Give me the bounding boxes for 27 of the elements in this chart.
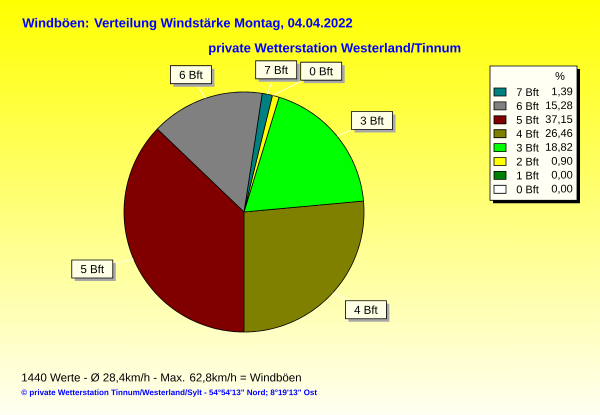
- chart-title: Windböen: Verteilung Windstärke Montag, 04.04.2022: [22, 18, 352, 30]
- legend-label: 6 Bft: [516, 102, 539, 110]
- data-label: 15,28: [546, 101, 572, 110]
- slice-label: 7 Bft: [264, 66, 288, 74]
- category-label: 0 Bft: [516, 185, 539, 194]
- slice-label: 6 Bft: [180, 70, 203, 79]
- legend-label: 7 Bft: [516, 88, 539, 96]
- chart-subtitle: private Wetterstation Westerland/Tinnum: [209, 42, 460, 56]
- text: 0,00: [552, 170, 572, 180]
- data-label: 26,46: [546, 129, 572, 138]
- data-label: 0,90: [552, 156, 572, 166]
- slice-label: 5 Bft: [80, 264, 104, 274]
- legend-label: 1 Bft: [517, 171, 539, 180]
- data-label: 37,15: [546, 115, 572, 124]
- legend-label: 5 Bft: [516, 116, 539, 124]
- legend-label: 3 Bft: [516, 144, 539, 152]
- slice-label: 3 Bft: [360, 116, 384, 125]
- legend-label: 4 Bft: [516, 130, 539, 138]
- slice-label: 4 Bft: [354, 306, 378, 314]
- text: © private Wetterstation Tinnum/Westerland/Sylt - 54°54'13" Nord; 8°19'13" Ost: [21, 389, 317, 397]
- data-label: 1,39: [552, 87, 572, 97]
- text: 1440 Werte - Ø 28,4km/h - Max. 62,8km/h = Windböen: [22, 373, 301, 383]
- legend-title: %: [556, 72, 565, 80]
- legend-label: 2 Bft: [516, 157, 539, 166]
- text: 0,00: [552, 184, 572, 194]
- legend-label: 0 Bft: [310, 66, 333, 76]
- data-label: 18,82: [546, 143, 572, 152]
